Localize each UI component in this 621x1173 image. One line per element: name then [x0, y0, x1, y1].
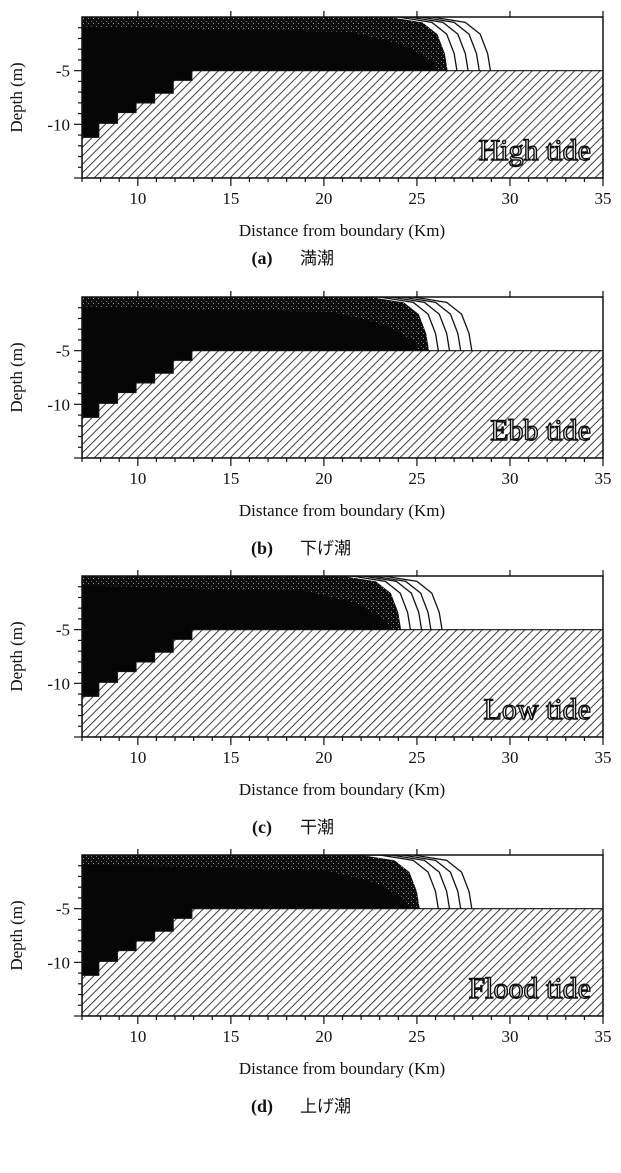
- x-tick-label: 20: [315, 748, 332, 767]
- x-tick-label: 20: [315, 1027, 332, 1046]
- x-tick-label: 20: [315, 469, 332, 488]
- x-tick-label: 35: [595, 469, 612, 488]
- chart-panel-2: 10 15 20 25 30 35 -5 -10 Depth (m) Distance from …: [7, 291, 612, 559]
- chart-panel-1: 10 15 20 25 30 35 -5 -10 Depth (m) Distance from …: [7, 11, 612, 269]
- x-tick-label: 35: [595, 1027, 612, 1046]
- y-tick-label: -10: [47, 953, 70, 972]
- x-tick-label: 15: [222, 469, 239, 488]
- y-axis-label: Depth (m): [7, 621, 26, 691]
- x-tick-label: 25: [408, 189, 425, 208]
- x-tick-label: 15: [222, 189, 239, 208]
- caption-text: 下げ潮: [300, 539, 351, 559]
- x-tick-label: 10: [129, 1027, 146, 1046]
- caption-text: 干潮: [300, 818, 334, 838]
- y-tick-label: -10: [47, 395, 70, 414]
- x-tick-label: 25: [408, 469, 425, 488]
- x-tick-label: 35: [595, 748, 612, 767]
- x-tick-label: 20: [315, 189, 332, 208]
- caption-letter: (c): [252, 817, 272, 838]
- x-axis-label: Distance from boundary (Km): [239, 1059, 445, 1078]
- caption-letter: (a): [252, 248, 273, 269]
- x-tick-label: 30: [501, 469, 518, 488]
- x-tick-label: 25: [408, 1027, 425, 1046]
- x-tick-label: 10: [129, 748, 146, 767]
- x-tick-label: 25: [408, 748, 425, 767]
- y-axis-label: Depth (m): [7, 900, 26, 970]
- tide-label: Low tide: [484, 693, 591, 726]
- x-axis-label: Distance from boundary (Km): [239, 501, 445, 520]
- x-tick-label: 10: [129, 469, 146, 488]
- x-axis-label: Distance from boundary (Km): [239, 221, 445, 240]
- caption-letter: (b): [251, 538, 273, 559]
- y-tick-label: -5: [56, 342, 70, 361]
- caption-text: 満潮: [300, 249, 334, 269]
- y-axis-label: Depth (m): [7, 62, 26, 132]
- x-axis-label: Distance from boundary (Km): [239, 780, 445, 799]
- chart-panel-4: 10 15 20 25 30 35 -5 -10 Depth (m) Distance from …: [7, 849, 612, 1117]
- x-tick-label: 30: [501, 189, 518, 208]
- x-tick-label: 15: [222, 748, 239, 767]
- y-tick-label: -10: [47, 115, 70, 134]
- caption-letter: (d): [251, 1096, 273, 1117]
- y-tick-label: -5: [56, 900, 70, 919]
- chart-panel-3: 10 15 20 25 30 35 -5 -10 Depth (m) Distance from …: [7, 570, 612, 838]
- tide-label: High tide: [479, 134, 592, 167]
- tide-label: Ebb tide: [490, 414, 591, 447]
- x-tick-label: 35: [595, 189, 612, 208]
- x-tick-label: 30: [501, 748, 518, 767]
- x-tick-label: 15: [222, 1027, 239, 1046]
- y-axis-label: Depth (m): [7, 342, 26, 412]
- y-tick-label: -10: [47, 674, 70, 693]
- y-tick-label: -5: [56, 621, 70, 640]
- x-tick-label: 30: [501, 1027, 518, 1046]
- y-tick-label: -5: [56, 62, 70, 81]
- caption-text: 上げ潮: [300, 1097, 351, 1117]
- x-tick-label: 10: [129, 189, 146, 208]
- tide-label: Flood tide: [468, 972, 591, 1005]
